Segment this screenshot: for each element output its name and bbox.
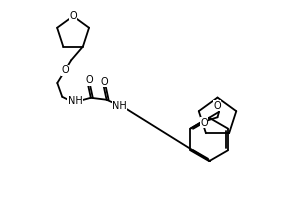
Text: O: O [85, 75, 93, 85]
Text: O: O [200, 118, 208, 128]
Text: O: O [61, 65, 69, 75]
Text: O: O [69, 11, 77, 21]
Text: NH: NH [112, 101, 127, 111]
Text: NH: NH [68, 96, 82, 106]
Text: O: O [213, 101, 221, 111]
Text: O: O [101, 77, 108, 87]
